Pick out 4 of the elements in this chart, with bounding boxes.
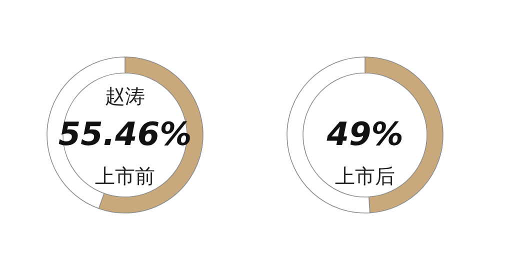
data-label: 49% [326,115,404,153]
text: 上市后 [335,164,395,188]
text: 赵涛 [105,84,145,108]
text: 上市前 [95,164,155,188]
